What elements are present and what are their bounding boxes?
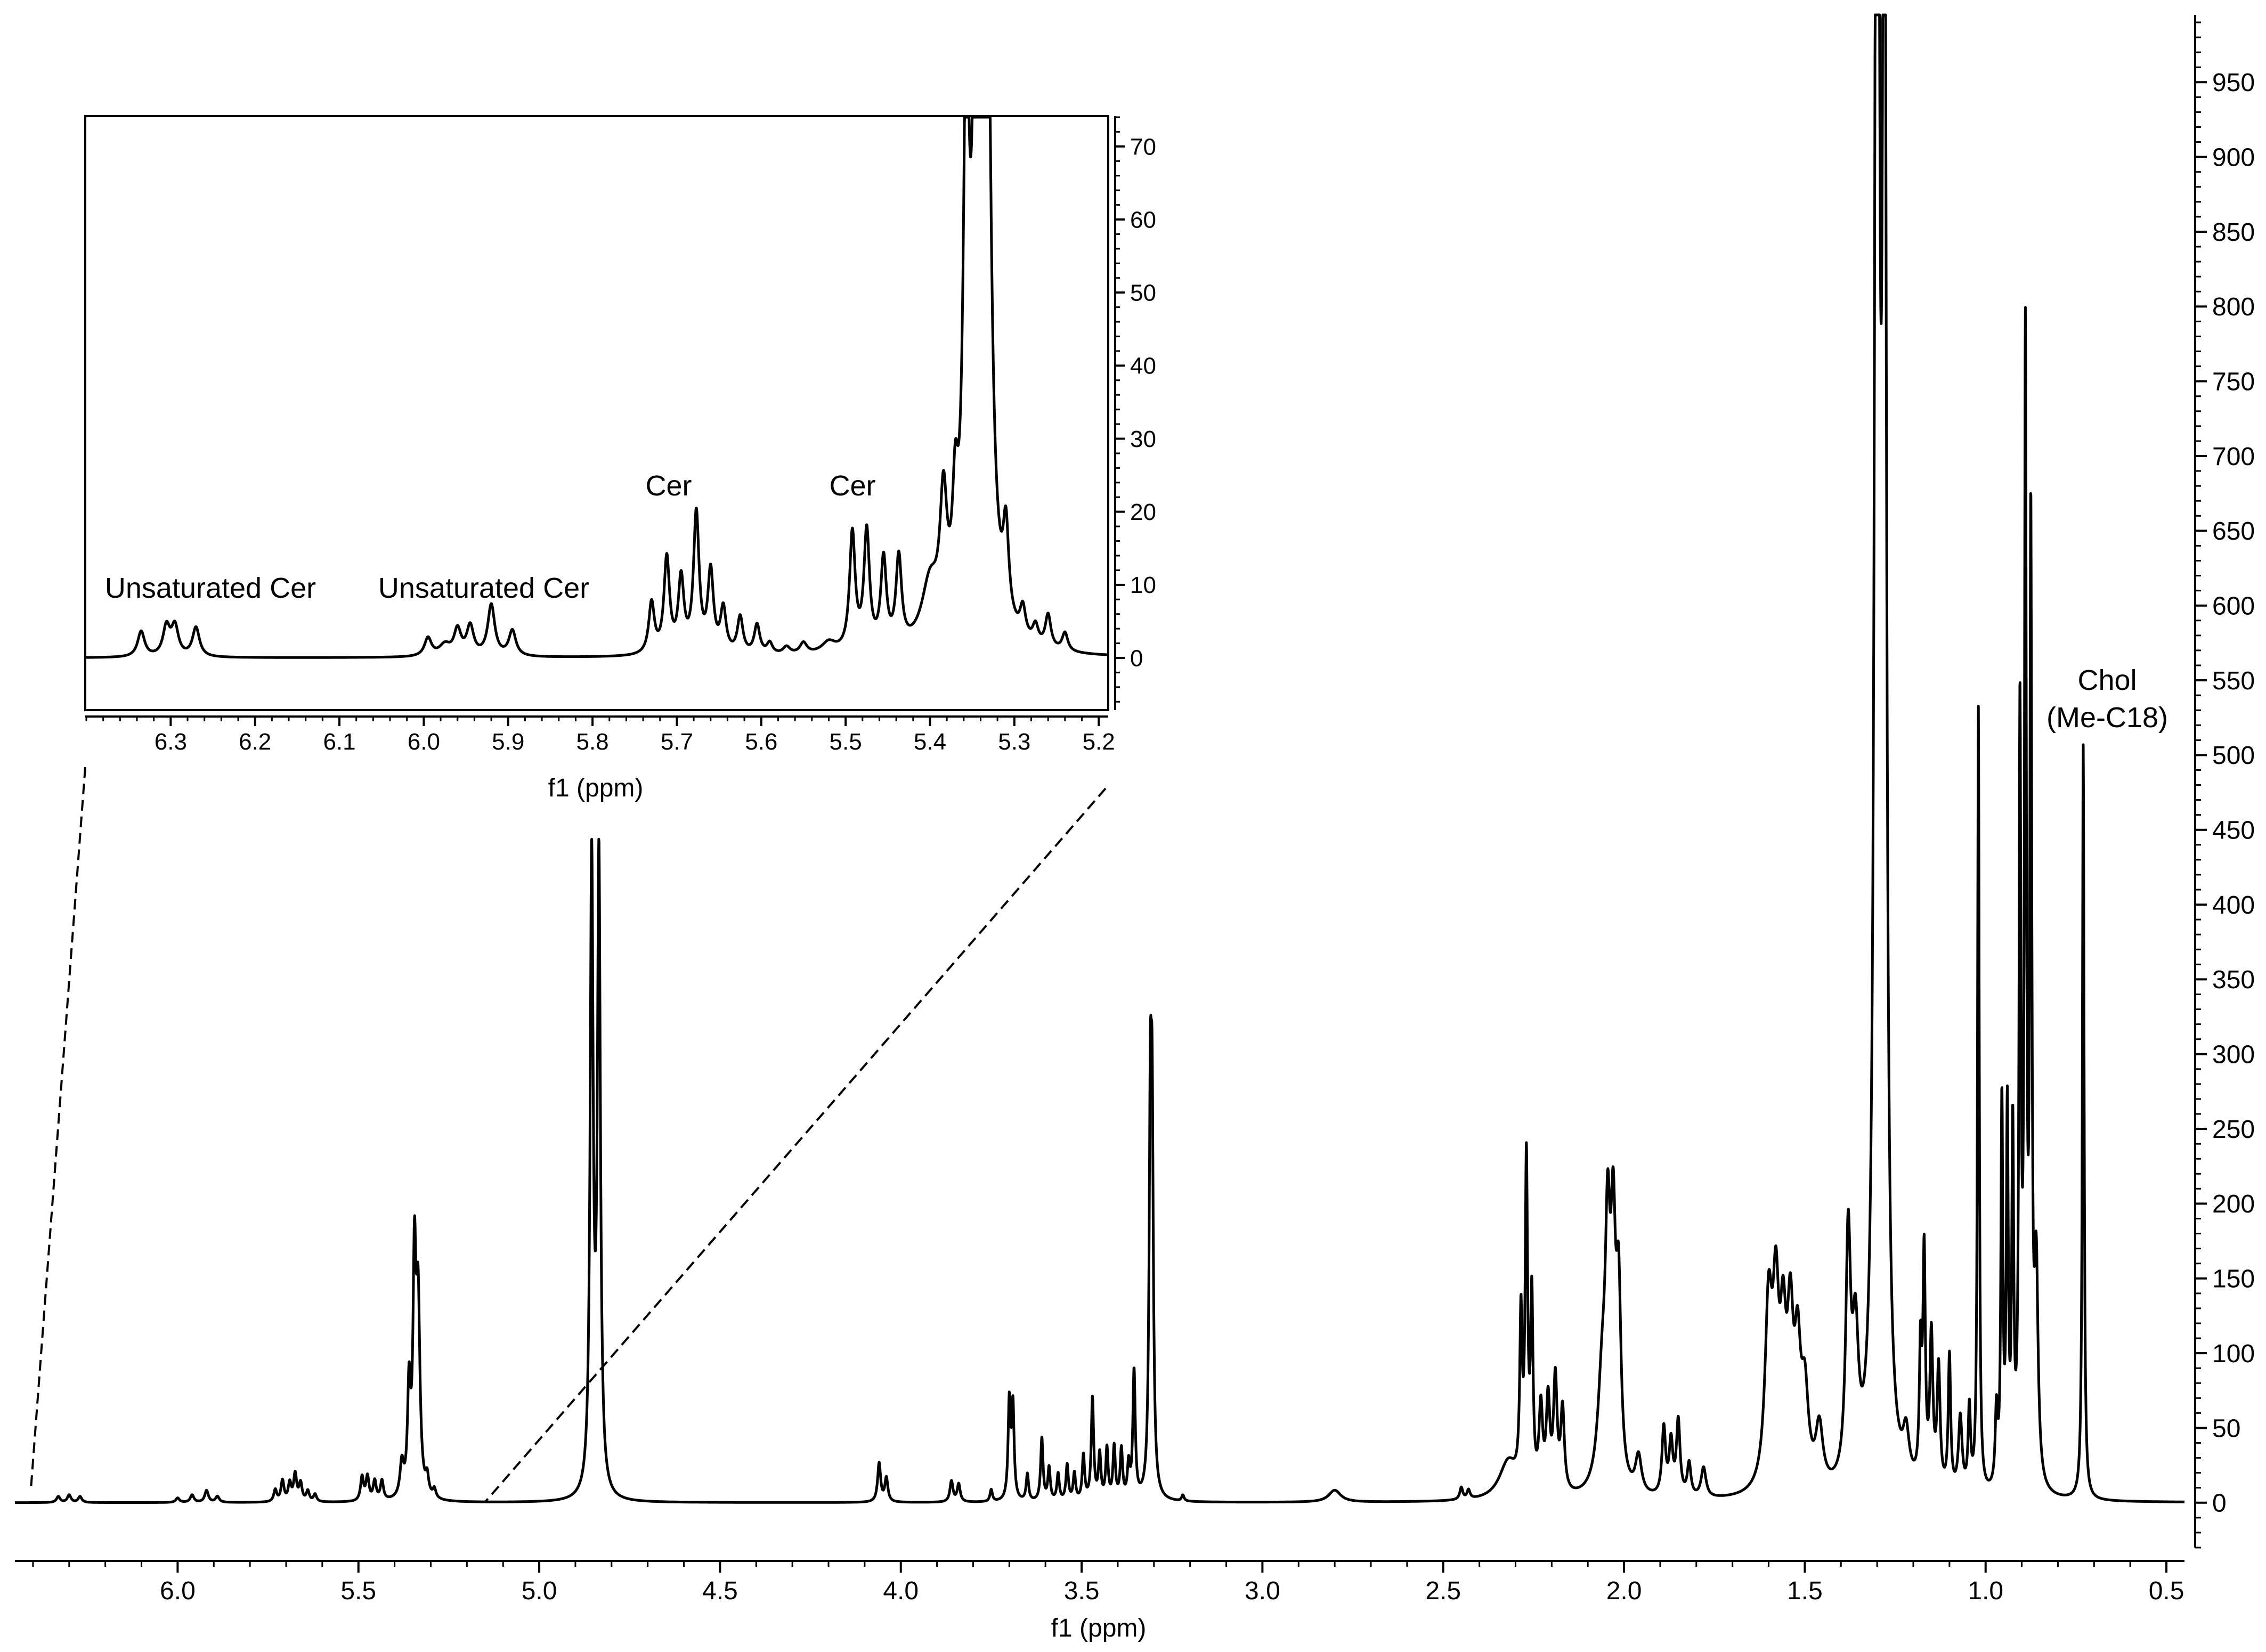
y-tick-label: 100	[2212, 1340, 2255, 1368]
x-tick-label: 0.5	[2149, 1577, 2184, 1605]
y-tick-label: 550	[2212, 667, 2255, 695]
y-tick-label: 600	[2212, 592, 2255, 620]
inset-x-ticks: 6.3 6.2 6.1 6.0 5.9 5.8 5.7 5.6 5.5 5.4 5.3 5.2	[85, 717, 1115, 755]
inset-frame	[84, 115, 1109, 711]
y-tick-label: 950	[2212, 69, 2255, 97]
main-spectrum-line	[14, 13, 2186, 1504]
y-tick-label: 250	[2212, 1116, 2255, 1144]
y-tick-label: 650	[2212, 517, 2255, 546]
x-tick-label: 1.0	[1968, 1577, 2003, 1605]
main-y-ticks: 0 50 100 150 200 250 300 350 400 450 500 550 600 650 7…	[2195, 21, 2255, 1549]
y-tick-label: 0	[2212, 1490, 2227, 1518]
main-spectrum-plot: 6.0 5.5 5.0 4.5 4.0 3.5 3.0 2.5 2.0 1.5 1.0 0.5 0 50…	[14, 13, 2255, 1642]
x-tick-label: 5.3	[998, 729, 1030, 755]
y-tick-label: 60	[1130, 207, 1156, 233]
inset-y-ticks: 0 10 20 30 40 50 60 70	[1115, 116, 1156, 703]
y-tick-label: 200	[2212, 1190, 2255, 1218]
chol-annotation-line1: Chol	[2077, 664, 2137, 696]
y-tick-label: 750	[2212, 368, 2255, 396]
y-tick-label: 0	[1130, 645, 1143, 671]
y-tick-label: 400	[2212, 891, 2255, 919]
x-tick-label: 5.0	[522, 1577, 557, 1605]
y-tick-label: 70	[1130, 134, 1156, 160]
x-tick-label: 1.5	[1787, 1577, 1823, 1605]
inset-x-axis-label: f1 (ppm)	[548, 774, 644, 802]
y-tick-label: 800	[2212, 293, 2255, 321]
y-tick-label: 700	[2212, 443, 2255, 471]
y-tick-label: 30	[1130, 426, 1156, 452]
x-tick-label: 3.0	[1245, 1577, 1280, 1605]
x-tick-label: 5.7	[661, 729, 693, 755]
zoom-connector-left	[30, 767, 86, 1490]
y-tick-label: 20	[1130, 499, 1156, 525]
x-tick-label: 5.9	[492, 729, 524, 755]
y-tick-label: 450	[2212, 817, 2255, 845]
main-x-ticks: 6.0 5.5 5.0 4.5 4.0 3.5 3.0 2.5 2.0 1.5 1.0 0.5	[32, 1561, 2184, 1605]
x-tick-label: 2.0	[1606, 1577, 1642, 1605]
x-tick-label: 6.0	[160, 1577, 196, 1605]
inset-annotation-unsaturated-cer-1: Unsaturated Cer	[105, 572, 316, 604]
x-tick-label: 2.5	[1425, 1577, 1461, 1605]
y-tick-label: 500	[2212, 742, 2255, 770]
x-tick-label: 6.1	[323, 729, 355, 755]
zoom-connector-right	[484, 787, 1107, 1503]
y-tick-label: 850	[2212, 218, 2255, 247]
y-tick-label: 40	[1130, 353, 1156, 379]
x-tick-label: 5.5	[830, 729, 862, 755]
y-tick-label: 350	[2212, 966, 2255, 994]
inset-annotation-cer-2: Cer	[829, 470, 875, 502]
x-tick-label: 6.3	[155, 729, 187, 755]
y-tick-label: 50	[2212, 1414, 2240, 1443]
x-tick-label: 3.5	[1064, 1577, 1100, 1605]
x-tick-label: 5.5	[340, 1577, 376, 1605]
main-x-axis-label: f1 (ppm)	[1051, 1614, 1147, 1642]
inset-annotation-cer-1: Cer	[645, 470, 692, 502]
x-tick-label: 5.8	[576, 729, 608, 755]
x-tick-label: 5.4	[914, 729, 946, 755]
inset-annotation-unsaturated-cer-2: Unsaturated Cer	[378, 572, 589, 604]
inset-spectrum-plot: 6.3 6.2 6.1 6.0 5.9 5.8 5.7 5.6 5.5 5.4 5.3 5.2 0 10…	[84, 115, 1156, 802]
y-tick-label: 150	[2212, 1265, 2255, 1293]
y-tick-label: 900	[2212, 143, 2255, 172]
chol-annotation-line2: (Me-C18)	[2046, 702, 2168, 734]
y-tick-label: 50	[1130, 280, 1156, 306]
x-tick-label: 6.0	[408, 729, 440, 755]
inset-spectrum-line	[86, 117, 1107, 659]
x-tick-label: 5.6	[745, 729, 777, 755]
y-tick-label: 300	[2212, 1041, 2255, 1069]
x-tick-label: 4.5	[702, 1577, 738, 1605]
x-tick-label: 5.2	[1083, 729, 1115, 755]
x-tick-label: 6.2	[239, 729, 271, 755]
x-tick-label: 4.0	[883, 1577, 919, 1605]
y-tick-label: 10	[1130, 572, 1156, 598]
